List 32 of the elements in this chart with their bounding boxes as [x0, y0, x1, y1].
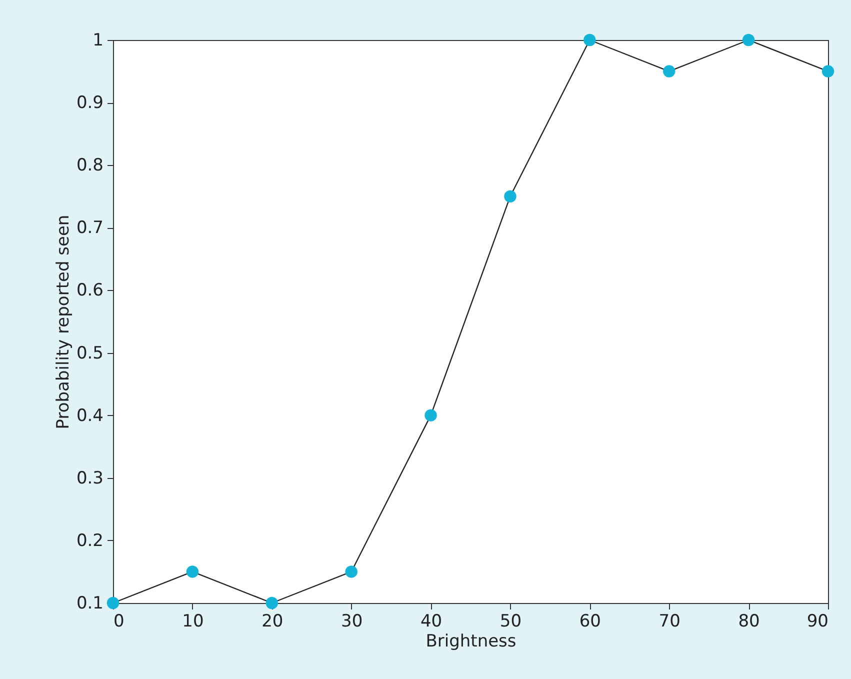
x-tick-label: 20	[262, 612, 284, 632]
point	[584, 34, 596, 46]
y-tick-label: 0.1	[76, 594, 104, 614]
y-tick-label: 0.6	[76, 280, 104, 301]
y-tick-label: 0.7	[76, 218, 104, 238]
point	[266, 596, 278, 610]
y-tick-label: 1	[92, 30, 104, 50]
x-tick-label: 0	[114, 612, 124, 632]
y-axis-title: Probability reported seen	[53, 214, 74, 430]
y-tick-label: 0.2	[76, 530, 104, 551]
point	[186, 566, 199, 578]
point	[662, 65, 676, 78]
y-tick-label: 0.3	[76, 468, 104, 488]
x-tick-label: 90	[806, 612, 828, 632]
y-tick-label: 0.5	[76, 343, 104, 364]
x-axis-title: Brightness	[426, 632, 516, 652]
point	[106, 596, 120, 610]
x-tick-label: 10	[182, 612, 204, 632]
x-tick-label: 60	[579, 612, 601, 632]
point	[504, 190, 516, 202]
point	[345, 566, 358, 578]
point	[742, 34, 755, 46]
x-tick-label: 50	[500, 612, 522, 632]
point	[424, 409, 437, 422]
x-tick-label: 30	[341, 612, 363, 632]
x-tick-label: 40	[420, 612, 442, 632]
y-tick-label: 0.9	[76, 93, 104, 114]
point	[822, 65, 834, 78]
y-tick-label: 0.8	[76, 156, 104, 176]
x-tick-label: 80	[738, 612, 760, 632]
y-tick-label: 0.4	[76, 406, 104, 426]
x-tick-label: 70	[658, 612, 680, 632]
